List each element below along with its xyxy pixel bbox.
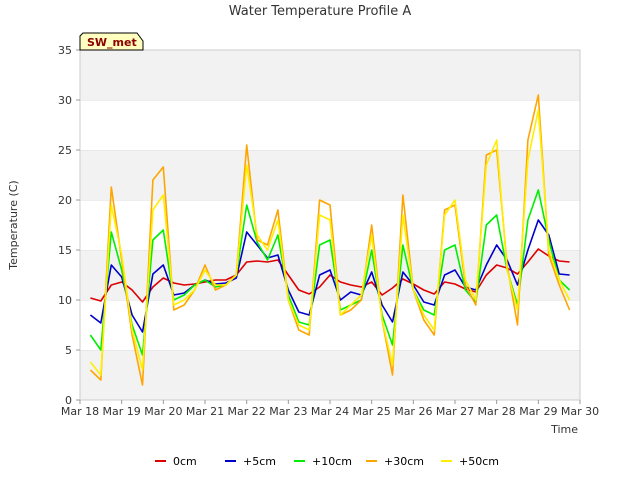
chart-title: Water Temperature Profile A: [229, 4, 412, 19]
sw-met-tag: SW_met: [79, 32, 144, 51]
x-tick-label: Mar 24: [311, 405, 349, 418]
legend-label: 0cm: [173, 455, 197, 468]
x-tick-label: Mar 22: [228, 405, 266, 418]
y-tick-label: 35: [58, 44, 72, 57]
y-tick-label: 20: [58, 194, 72, 207]
y-axis-label: Temperature (C): [7, 180, 20, 270]
legend: 0cm +5cm +10cm +30cm +50cm: [155, 455, 499, 468]
grid-band: [80, 150, 580, 200]
x-tick-label: Mar 26: [394, 405, 432, 418]
grid-band: [80, 100, 580, 150]
grid-band: [80, 300, 580, 350]
legend-label: +50cm: [459, 455, 499, 468]
sw-met-tag-text: SW_met: [87, 36, 137, 49]
x-tick-label: Mar 30: [561, 405, 599, 418]
x-tick-label: Mar 21: [186, 405, 224, 418]
y-tick-label: 0: [65, 394, 72, 407]
x-tick-label: Mar 25: [353, 405, 391, 418]
legend-label: +10cm: [312, 455, 352, 468]
sw-met-tag-box: [79, 32, 144, 51]
x-tick-label: Mar 23: [269, 405, 307, 418]
y-tick-label: 10: [58, 294, 72, 307]
x-tick-label: Mar 27: [436, 405, 474, 418]
x-tick-label: Mar 29: [519, 405, 557, 418]
x-tick-label: Mar 20: [144, 405, 182, 418]
grid-band: [80, 50, 580, 100]
x-axis-label: Time: [550, 423, 578, 436]
y-tick-label: 5: [65, 344, 72, 357]
y-tick-label: 25: [58, 144, 72, 157]
legend-label: +5cm: [243, 455, 276, 468]
y-axis: 0 5 10 15 20 25 30 35: [58, 44, 80, 407]
y-tick-label: 15: [58, 244, 72, 257]
x-tick-label: Mar 18: [61, 405, 99, 418]
series-line-50cm: [89, 109, 571, 376]
series-lines: [89, 94, 571, 386]
x-tick-label: Mar 28: [478, 405, 516, 418]
x-tick-label: Mar 19: [103, 405, 141, 418]
x-axis: Mar 18 Mar 19 Mar 20 Mar 21 Mar 22 Mar 23 Mar …: [61, 400, 599, 418]
legend-label: +30cm: [384, 455, 424, 468]
series-line-5cm: [89, 219, 570, 333]
y-tick-label: 30: [58, 94, 72, 107]
grid-band: [80, 350, 580, 400]
